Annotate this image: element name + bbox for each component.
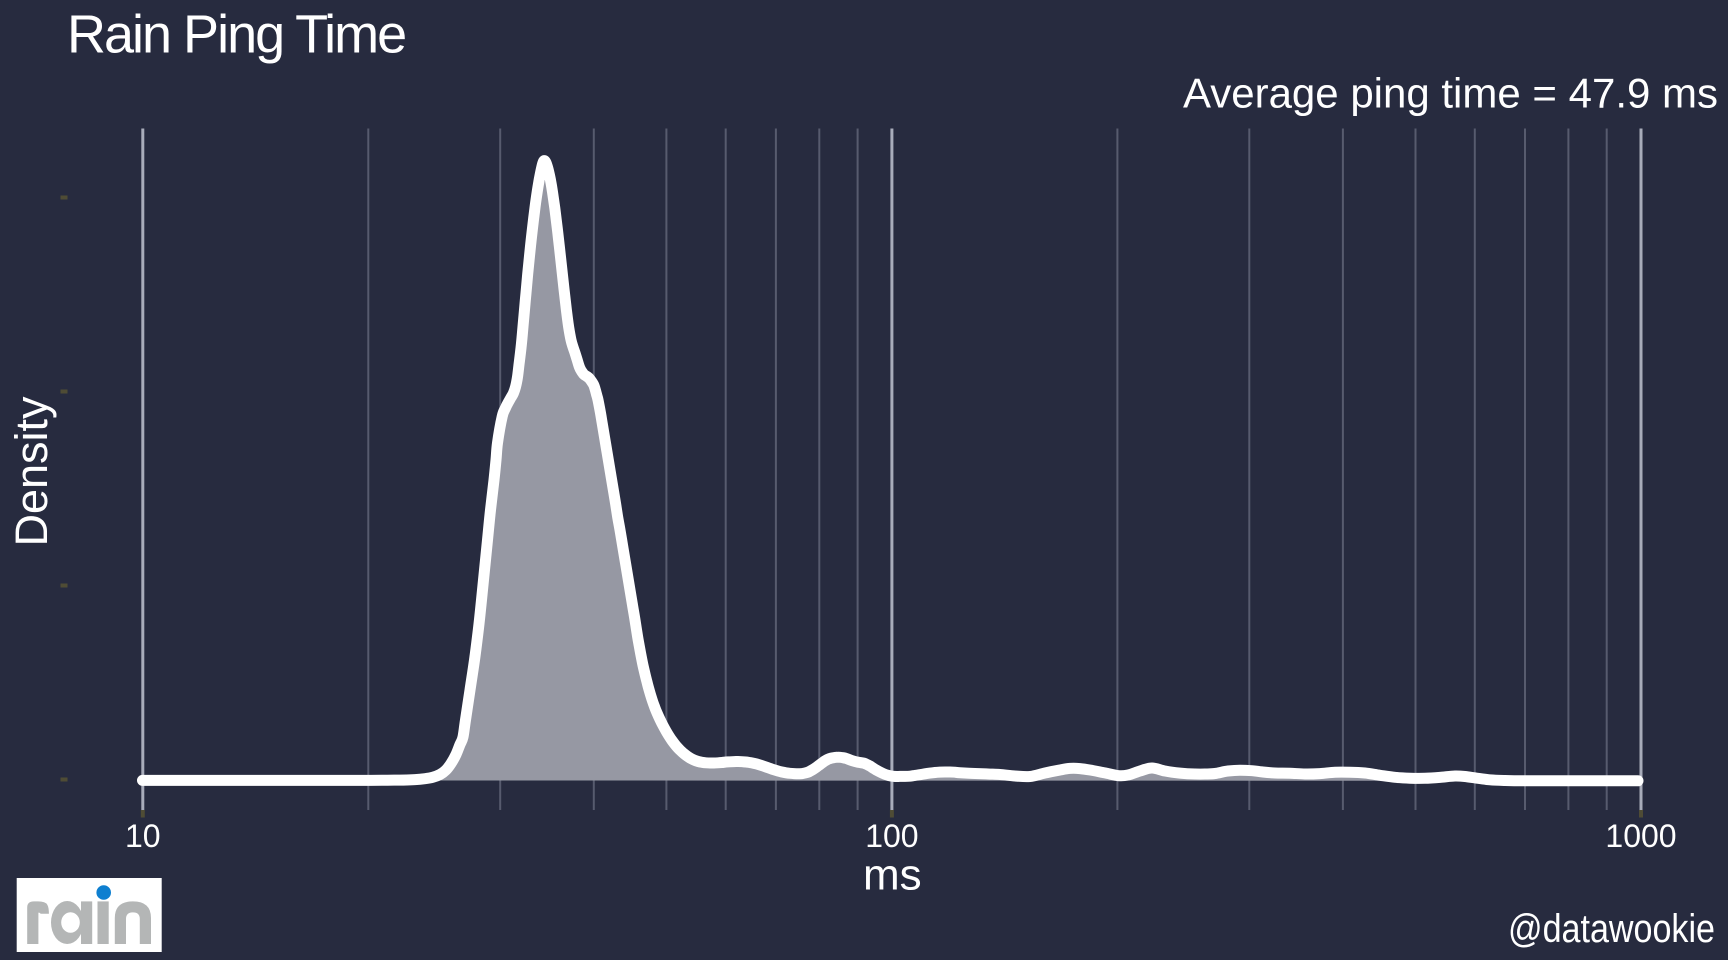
svg-text:Rain Ping Time: Rain Ping Time [67,4,405,64]
svg-text:100: 100 [865,818,918,854]
svg-text:Average ping time = 47.9 ms: Average ping time = 47.9 ms [1183,69,1718,116]
svg-text:1000: 1000 [1605,818,1676,854]
svg-text:Density: Density [6,396,57,547]
svg-text:@datawookie: @datawookie [1508,907,1715,951]
svg-text:10: 10 [125,818,161,854]
svg-text:ms: ms [863,851,922,900]
